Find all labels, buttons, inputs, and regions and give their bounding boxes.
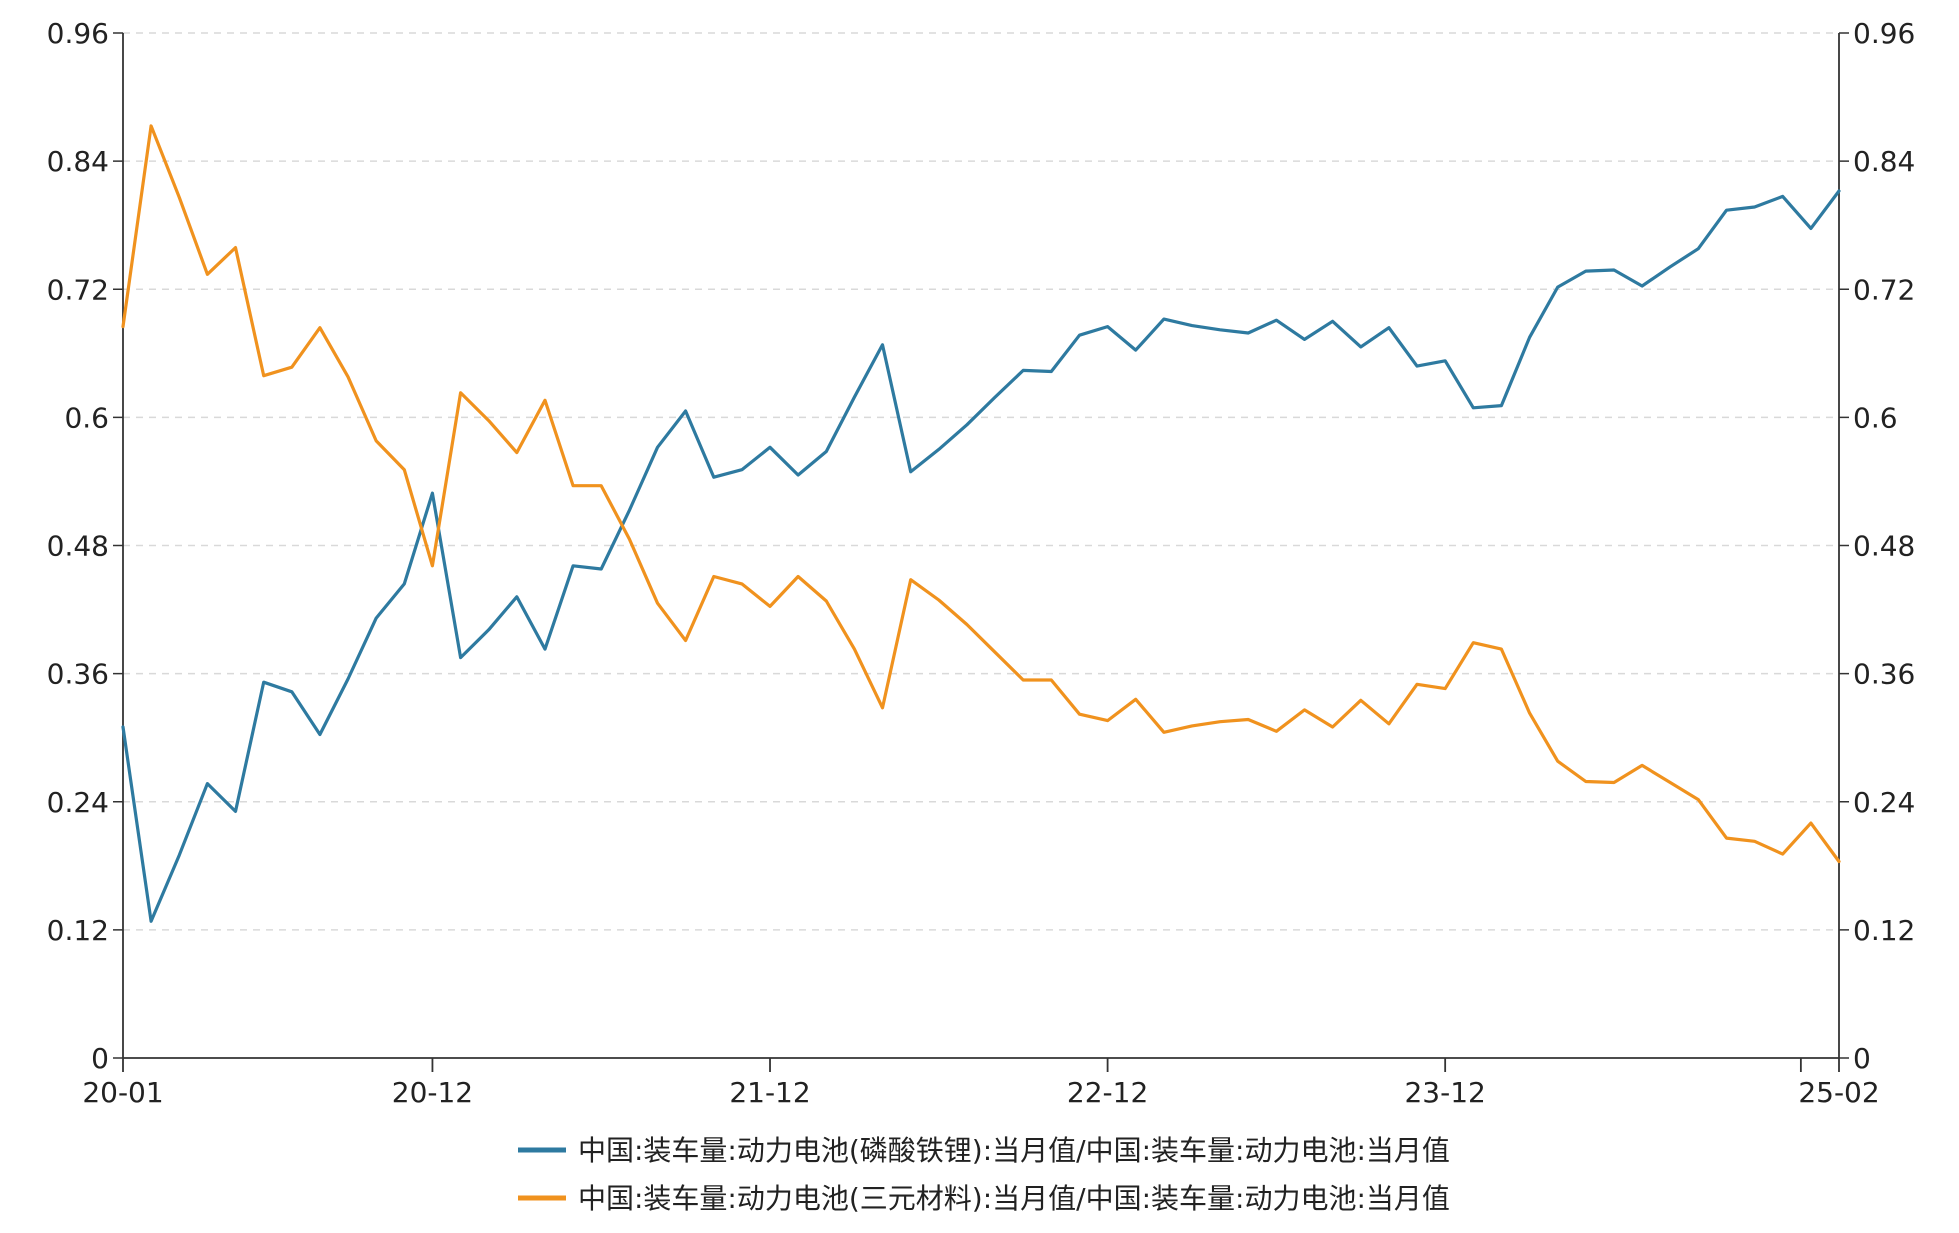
x-tick-label: 25-02 bbox=[1798, 1076, 1879, 1109]
y-tick-label-left: 0.12 bbox=[47, 914, 109, 947]
legend-label-2: 中国:装车量:动力电池(三元材料):当月值/中国:装车量:动力电池:当月值 bbox=[578, 1182, 1450, 1215]
series-lines bbox=[121, 124, 1841, 923]
y-tick-label-right: 0.24 bbox=[1853, 786, 1915, 819]
legend-label-1: 中国:装车量:动力电池(磷酸铁锂):当月值/中国:装车量:动力电池:当月值 bbox=[578, 1134, 1450, 1167]
y-tick-label-left: 0.96 bbox=[47, 17, 109, 50]
y-tick-label-right: 0.6 bbox=[1853, 401, 1898, 434]
y-tick-label-right: 0.72 bbox=[1853, 273, 1915, 306]
y-tick-label-left: 0 bbox=[91, 1042, 109, 1075]
y-tick-label-left: 0.72 bbox=[47, 273, 109, 306]
y-tick-label-right: 0.48 bbox=[1853, 530, 1915, 563]
y-tick-label-left: 0.84 bbox=[47, 145, 109, 178]
y-tick-label-right: 0.36 bbox=[1853, 658, 1915, 691]
y-tick-label-left: 0.48 bbox=[47, 530, 109, 563]
grid-lines bbox=[123, 32, 1839, 931]
series-line-1 bbox=[121, 189, 1841, 923]
x-tick-label: 20-12 bbox=[392, 1076, 473, 1109]
y-tick-label-left: 0.36 bbox=[47, 658, 109, 691]
y-tick-label-left: 0.6 bbox=[64, 401, 109, 434]
x-tick-label: 22-12 bbox=[1067, 1076, 1148, 1109]
y-tick-label-right: 0.84 bbox=[1853, 145, 1915, 178]
y-tick-label-right: 0.12 bbox=[1853, 914, 1915, 947]
x-tick-label: 21-12 bbox=[729, 1076, 810, 1109]
y-tick-label-right: 0.96 bbox=[1853, 17, 1915, 50]
x-tick-label: 23-12 bbox=[1404, 1076, 1485, 1109]
y-tick-label-left: 0.24 bbox=[47, 786, 109, 819]
series-line-2 bbox=[121, 124, 1841, 864]
x-tick-label: 20-01 bbox=[82, 1076, 163, 1109]
y-tick-label-right: 0 bbox=[1853, 1042, 1871, 1075]
legend: 中国:装车量:动力电池(磷酸铁锂):当月值/中国:装车量:动力电池:当月值中国:… bbox=[518, 1134, 1450, 1215]
axes: 0 0 0.12 0.12 0.24 0.24 0.36 0.36 0.48 0.48 0.6 0.6… bbox=[47, 17, 1916, 1109]
